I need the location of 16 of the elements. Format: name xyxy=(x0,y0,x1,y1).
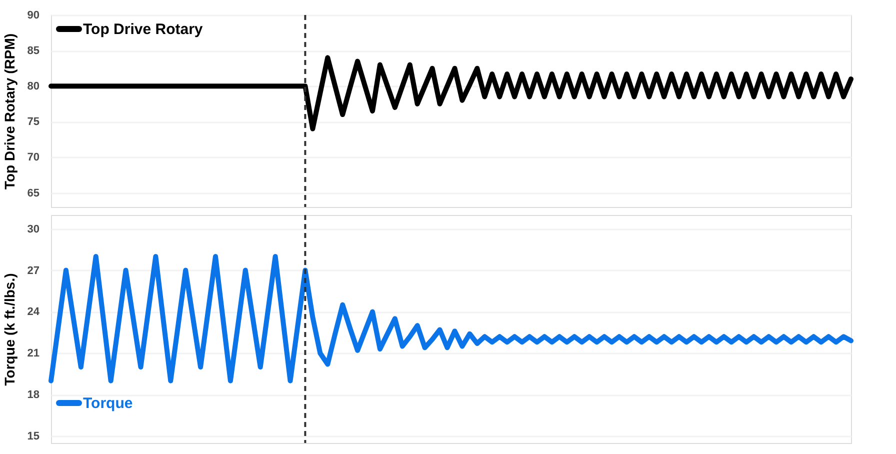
y-tick-label: 30 xyxy=(27,223,40,236)
legend-label: Top Drive Rotary xyxy=(83,21,204,38)
y-tick-label: 27 xyxy=(27,264,40,277)
y-tick-label: 65 xyxy=(27,187,40,200)
y-tick-label: 90 xyxy=(27,10,40,22)
y-tick-label: 18 xyxy=(27,389,40,402)
y-tick-label: 21 xyxy=(27,348,40,360)
y-tick-label: 85 xyxy=(27,45,40,58)
y-axis-title: Torque (k ft./lbs.) xyxy=(1,273,18,386)
y-axis-title: Top Drive Rotary (RPM) xyxy=(1,33,18,190)
y-tick-label: 70 xyxy=(27,152,40,164)
y-tick-label: 80 xyxy=(27,80,40,93)
y-tick-label: 24 xyxy=(27,306,40,318)
y-tick-label: 15 xyxy=(27,430,40,443)
legend-label: Torque xyxy=(83,395,133,412)
y-tick-label: 75 xyxy=(27,116,40,128)
